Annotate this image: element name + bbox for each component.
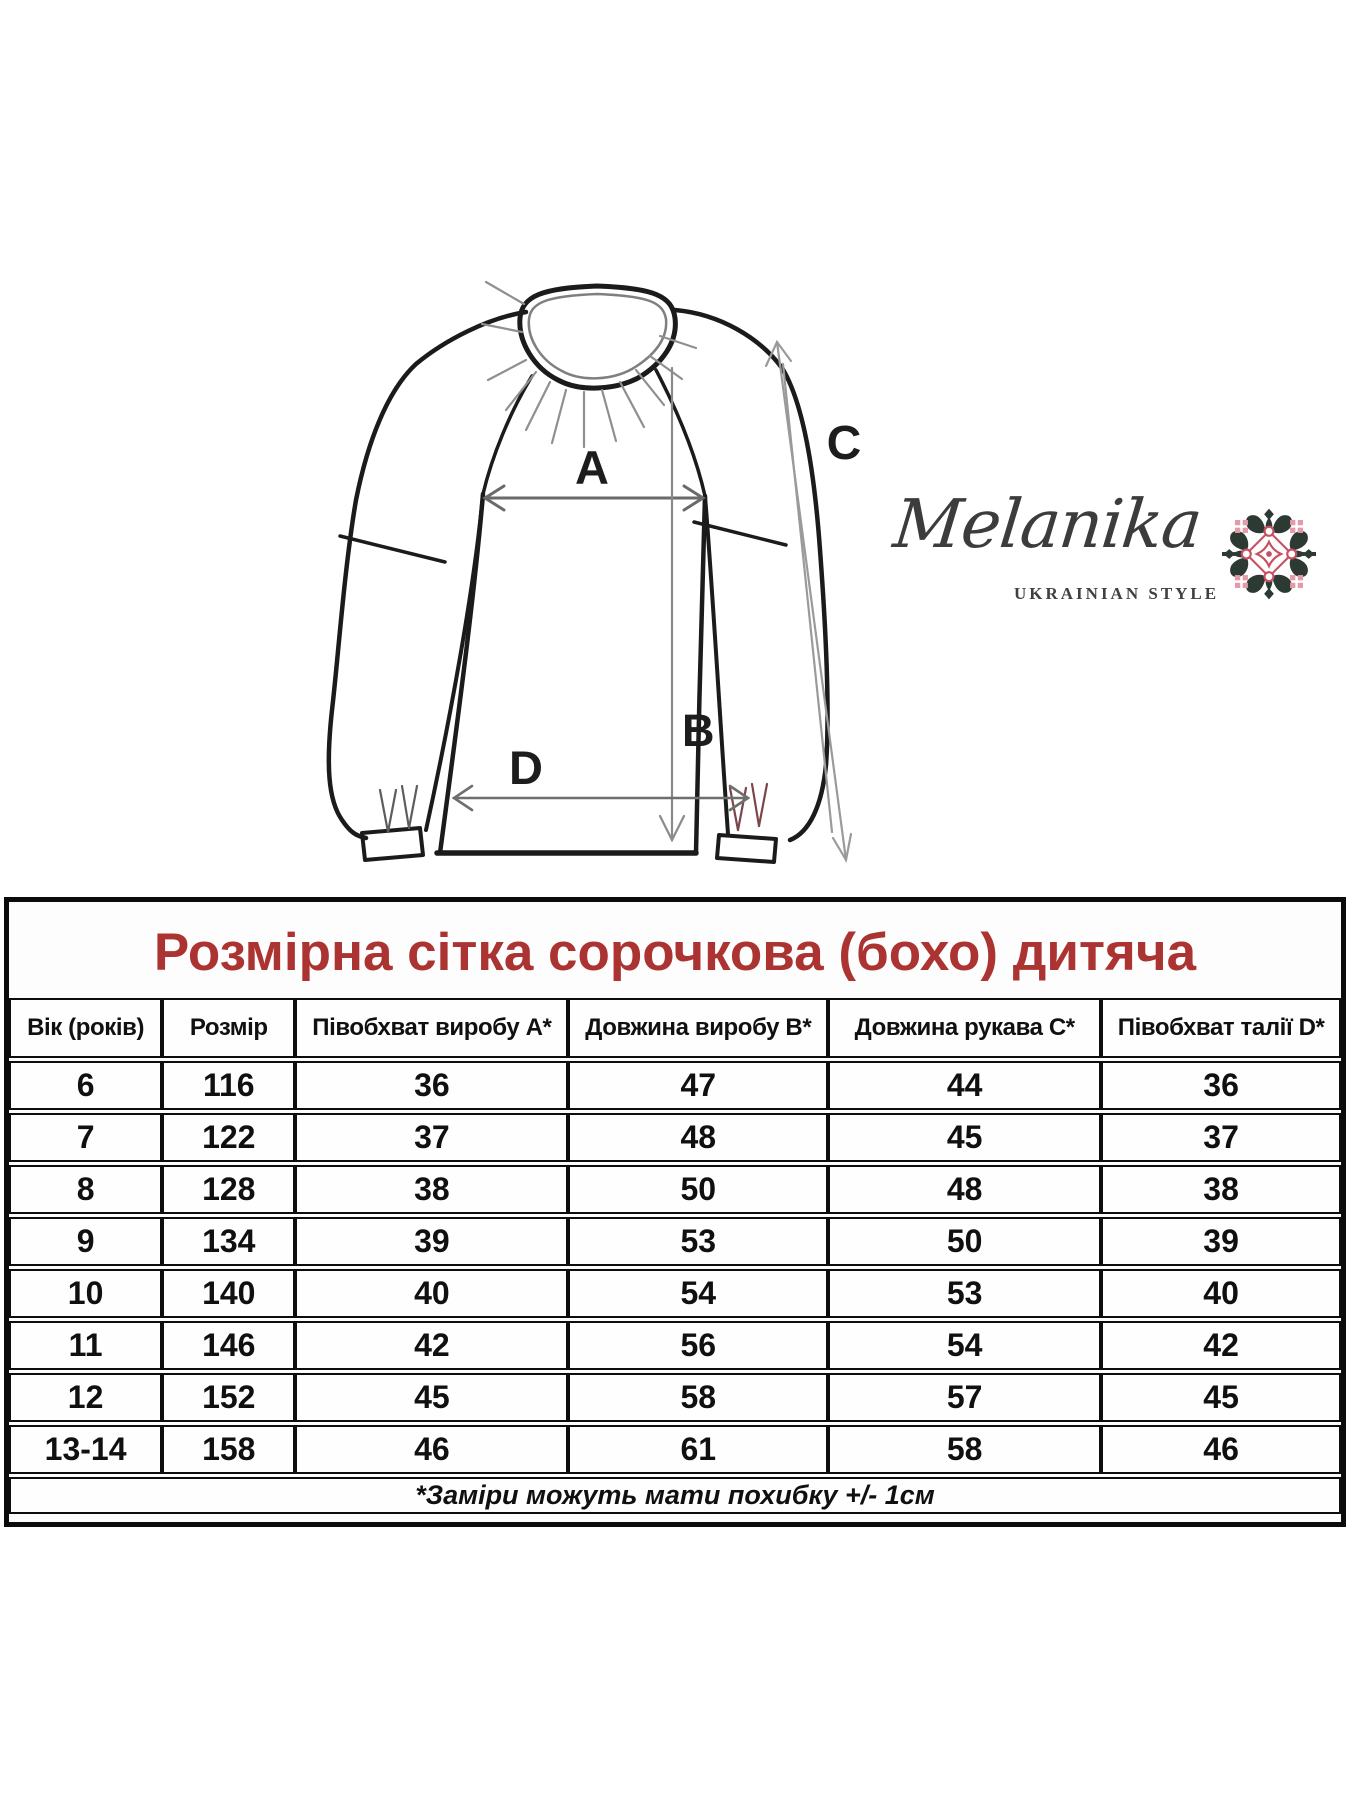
cell: 7 <box>9 1113 163 1162</box>
folk-ornament-icon <box>1222 508 1316 600</box>
cell: 50 <box>568 1165 829 1214</box>
measure-b-label: B <box>682 705 715 756</box>
brand-tagline: UKRAINIAN STYLE <box>1014 584 1220 603</box>
table-row: 13-14 158 46 61 58 46 <box>9 1425 1341 1474</box>
measure-c-arrow <box>764 339 853 864</box>
measure-d-arrow <box>451 784 751 812</box>
cell: 134 <box>162 1217 296 1266</box>
cell: 122 <box>162 1113 296 1162</box>
size-table: Вік (років) Розмір Півобхват виробу A* Д… <box>9 995 1341 1517</box>
col-header-sleeve: Довжина рукава C* <box>828 998 1102 1058</box>
cell: 61 <box>568 1425 829 1474</box>
cuff-gather-marks <box>378 782 769 834</box>
cell: 42 <box>295 1321 569 1370</box>
cell: 50 <box>828 1217 1102 1266</box>
table-row: 12 152 45 58 57 45 <box>9 1373 1341 1422</box>
cell: 39 <box>295 1217 569 1266</box>
cell: 40 <box>1101 1269 1341 1318</box>
neckline-gather-lines <box>480 280 698 449</box>
cell: 38 <box>1101 1165 1341 1214</box>
brand-name: Melanika <box>889 485 1205 563</box>
cell: 58 <box>568 1373 829 1422</box>
cell: 46 <box>1101 1425 1341 1474</box>
table-row: 10 140 40 54 53 40 <box>9 1269 1341 1318</box>
cell: 57 <box>828 1373 1102 1422</box>
cell: 44 <box>828 1061 1102 1110</box>
cell: 45 <box>295 1373 569 1422</box>
cell: 53 <box>828 1269 1102 1318</box>
footnote-row: *Заміри можуть мати похибку +/- 1см <box>9 1477 1341 1514</box>
cell: 48 <box>828 1165 1102 1214</box>
table-row: 7 122 37 48 45 37 <box>9 1113 1341 1162</box>
cell: 42 <box>1101 1321 1341 1370</box>
cell: 13-14 <box>9 1425 163 1474</box>
cell: 54 <box>568 1269 829 1318</box>
measure-d-label: D <box>509 741 543 794</box>
cell: 45 <box>828 1113 1102 1162</box>
table-row: 6 116 36 47 44 36 <box>9 1061 1341 1110</box>
cell: 146 <box>162 1321 296 1370</box>
cell: 48 <box>568 1113 829 1162</box>
cell: 152 <box>162 1373 296 1422</box>
cell: 56 <box>568 1321 829 1370</box>
cell: 10 <box>9 1269 163 1318</box>
cell: 53 <box>568 1217 829 1266</box>
col-header-chest: Півобхват виробу A* <box>295 998 569 1058</box>
cell: 47 <box>568 1061 829 1110</box>
right-cuff <box>715 833 778 864</box>
cell: 45 <box>1101 1373 1341 1422</box>
cell: 39 <box>1101 1217 1341 1266</box>
cell: 158 <box>162 1425 296 1474</box>
col-header-age: Вік (років) <box>9 998 163 1058</box>
cell: 37 <box>295 1113 569 1162</box>
cell: 54 <box>828 1321 1102 1370</box>
shirt-outline <box>326 307 830 864</box>
col-header-length: Довжина виробу B* <box>568 998 829 1058</box>
cell: 140 <box>162 1269 296 1318</box>
measure-a-arrow <box>482 484 706 512</box>
measure-a-label: A <box>575 441 609 494</box>
cell: 8 <box>9 1165 163 1214</box>
table-row: 8 128 38 50 48 38 <box>9 1165 1341 1214</box>
cell: 40 <box>295 1269 569 1318</box>
col-header-size: Розмір <box>162 998 296 1058</box>
cell: 36 <box>1101 1061 1341 1110</box>
size-chart: Розмірна сітка сорочкова (бохо) дитяча В… <box>4 897 1346 1527</box>
measure-c-label: C <box>827 417 862 470</box>
footnote: *Заміри можуть мати похибку +/- 1см <box>9 1477 1341 1514</box>
col-header-waist: Півобхват талії D* <box>1101 998 1341 1058</box>
measure-b-arrow <box>658 366 686 843</box>
table-row: 11 146 42 56 54 42 <box>9 1321 1341 1370</box>
cell: 46 <box>295 1425 569 1474</box>
cell: 36 <box>295 1061 569 1110</box>
table-row: 9 134 39 53 50 39 <box>9 1217 1341 1266</box>
left-cuff <box>360 826 425 862</box>
collar <box>517 283 678 391</box>
cell: 11 <box>9 1321 163 1370</box>
cell: 128 <box>162 1165 296 1214</box>
brand-logo: Melanika UKRAINIAN STYLE <box>880 485 1340 632</box>
header-row: Вік (років) Розмір Півобхват виробу A* Д… <box>9 998 1341 1058</box>
chart-title: Розмірна сітка сорочкова (бохо) дитяча <box>153 923 1197 982</box>
cell: 6 <box>9 1061 163 1110</box>
cell: 9 <box>9 1217 163 1266</box>
cell: 116 <box>162 1061 296 1110</box>
cell: 38 <box>295 1165 569 1214</box>
cell: 12 <box>9 1373 163 1422</box>
shirt-measurement-diagram: A B C D <box>326 280 862 864</box>
cell: 37 <box>1101 1113 1341 1162</box>
cell: 58 <box>828 1425 1102 1474</box>
